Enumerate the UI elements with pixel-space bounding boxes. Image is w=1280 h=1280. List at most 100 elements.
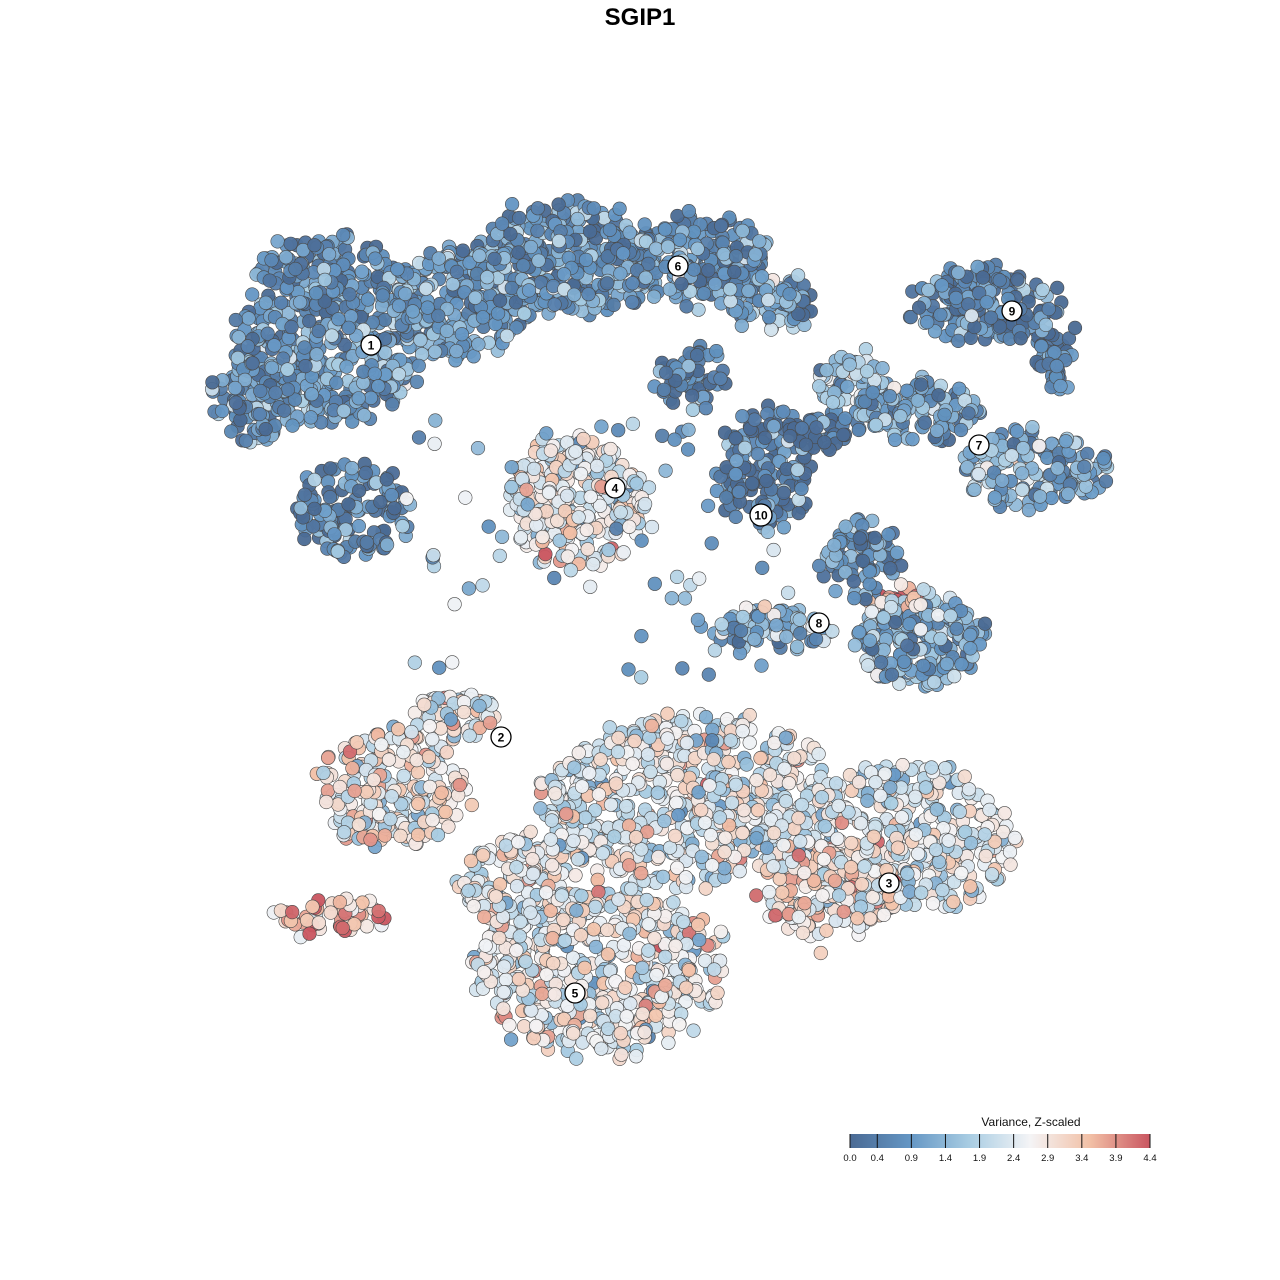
cell-point xyxy=(311,915,327,930)
cell-point xyxy=(544,858,560,873)
cell-point xyxy=(1050,461,1065,476)
cell-point xyxy=(543,832,558,847)
cell-point xyxy=(782,429,798,444)
cell-point xyxy=(595,846,610,861)
cell-point xyxy=(830,831,845,846)
cell-point xyxy=(252,407,267,422)
cell-point xyxy=(790,639,805,654)
cell-point xyxy=(925,896,941,911)
cell-point xyxy=(708,276,723,292)
cell-point xyxy=(790,268,806,283)
cell-point xyxy=(713,924,729,939)
cell-point xyxy=(574,888,589,903)
cell-point xyxy=(794,421,810,436)
cell-point xyxy=(776,404,791,419)
cell-point xyxy=(297,531,312,547)
cell-point xyxy=(608,776,624,791)
cell-point xyxy=(736,803,751,818)
cell-point xyxy=(674,713,689,729)
cell-point xyxy=(516,1019,532,1034)
cell-point xyxy=(664,591,679,606)
cell-point xyxy=(742,707,757,723)
cell-point xyxy=(430,827,446,843)
cell-point xyxy=(838,519,853,534)
cell-point xyxy=(431,308,446,323)
cell-point xyxy=(723,733,738,748)
cell-point xyxy=(1053,378,1068,394)
cell-point xyxy=(383,811,398,827)
cell-point xyxy=(327,527,342,542)
cell-point xyxy=(1031,438,1047,454)
cell-point xyxy=(354,264,370,279)
cell-point xyxy=(905,432,920,447)
cell-point xyxy=(377,828,393,843)
cell-point xyxy=(908,789,923,804)
cell-point xyxy=(396,768,411,784)
cell-point xyxy=(812,379,827,394)
cell-points xyxy=(205,193,1115,1066)
cell-point xyxy=(677,591,693,606)
cell-point xyxy=(660,706,675,721)
cell-point xyxy=(817,435,832,450)
cell-point xyxy=(585,557,601,572)
cell-point xyxy=(309,347,324,362)
cell-point xyxy=(504,197,520,212)
cell-point xyxy=(864,604,879,620)
cell-point xyxy=(509,879,525,894)
cell-point xyxy=(811,746,826,762)
cell-point xyxy=(582,224,598,239)
cell-point xyxy=(731,484,747,500)
cell-point xyxy=(792,612,807,627)
cell-point xyxy=(733,623,749,638)
cell-point xyxy=(918,780,933,795)
cell-point xyxy=(516,258,531,273)
cell-point xyxy=(634,533,649,548)
cell-point xyxy=(917,415,933,430)
cell-point xyxy=(477,909,492,925)
cell-point xyxy=(860,658,876,673)
cell-point xyxy=(463,853,479,869)
cell-point xyxy=(567,760,582,775)
cell-point xyxy=(795,925,811,941)
cell-point xyxy=(224,424,239,439)
cell-point xyxy=(766,542,781,558)
cell-point xyxy=(344,461,360,476)
cell-point xyxy=(735,609,751,625)
cell-point xyxy=(578,252,594,267)
cell-point xyxy=(846,574,861,589)
cell-point xyxy=(449,344,464,359)
cell-point xyxy=(735,825,750,841)
cell-point xyxy=(946,894,961,910)
cell-point xyxy=(916,582,931,597)
cell-point xyxy=(462,728,477,743)
cell-point xyxy=(625,756,640,771)
cell-point xyxy=(258,295,273,310)
cell-point xyxy=(590,872,605,888)
cell-point xyxy=(614,1047,629,1062)
cell-point xyxy=(307,238,322,253)
cell-point xyxy=(583,489,598,504)
cell-point xyxy=(283,236,298,251)
cell-point xyxy=(385,397,400,412)
cell-point xyxy=(931,388,946,403)
cell-point xyxy=(831,798,846,814)
cell-point xyxy=(996,824,1011,840)
cell-point xyxy=(686,1023,701,1038)
cell-point xyxy=(781,776,797,791)
cell-point xyxy=(910,393,925,408)
cell-point xyxy=(563,525,578,541)
cell-point xyxy=(352,483,367,498)
cell-point xyxy=(703,827,718,843)
cell-point xyxy=(667,432,682,447)
cell-point xyxy=(735,223,750,238)
cell-point xyxy=(749,773,764,788)
cell-point xyxy=(793,834,808,849)
cell-point xyxy=(1049,359,1064,374)
cell-point xyxy=(691,917,706,933)
cell-point xyxy=(947,669,962,684)
cell-point xyxy=(634,628,649,644)
cell-point xyxy=(860,793,875,808)
cell-point xyxy=(657,949,673,965)
cell-point xyxy=(481,519,496,534)
